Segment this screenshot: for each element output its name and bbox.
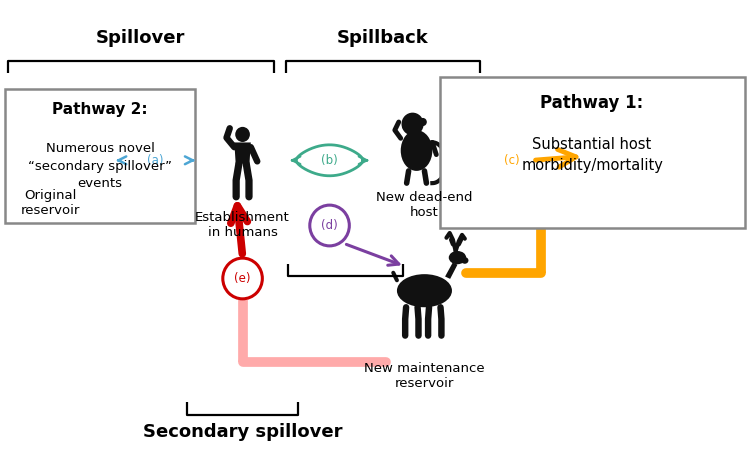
Text: New dead-end
host: New dead-end host bbox=[376, 191, 473, 219]
Text: (d): (d) bbox=[321, 219, 338, 232]
Polygon shape bbox=[234, 143, 251, 164]
Circle shape bbox=[81, 142, 84, 146]
Text: (b): (b) bbox=[321, 154, 338, 167]
Text: Pathway 1:: Pathway 1: bbox=[541, 94, 644, 112]
Text: Spillover: Spillover bbox=[96, 29, 185, 47]
Circle shape bbox=[419, 118, 427, 126]
FancyBboxPatch shape bbox=[440, 77, 745, 228]
Ellipse shape bbox=[403, 123, 411, 130]
Text: (a): (a) bbox=[147, 154, 164, 167]
Circle shape bbox=[402, 113, 424, 135]
Text: (c): (c) bbox=[504, 154, 520, 167]
Circle shape bbox=[621, 139, 642, 161]
Ellipse shape bbox=[449, 251, 466, 264]
Ellipse shape bbox=[461, 257, 468, 264]
FancyBboxPatch shape bbox=[5, 88, 195, 223]
Polygon shape bbox=[634, 135, 639, 142]
Text: New maintenance
reservoir: New maintenance reservoir bbox=[364, 362, 485, 390]
Text: Spillback: Spillback bbox=[336, 29, 428, 47]
Text: Numerous novel
“secondary spillover”
events: Numerous novel “secondary spillover” eve… bbox=[28, 142, 172, 190]
Text: Establishment
in humans: Establishment in humans bbox=[195, 211, 290, 239]
Polygon shape bbox=[445, 262, 458, 279]
Text: Substantial host
morbidity/mortality: Substantial host morbidity/mortality bbox=[521, 137, 663, 173]
Text: Pathway 2:: Pathway 2: bbox=[53, 102, 148, 117]
Ellipse shape bbox=[594, 143, 635, 170]
Ellipse shape bbox=[397, 274, 452, 307]
Ellipse shape bbox=[400, 130, 432, 171]
Ellipse shape bbox=[61, 134, 83, 153]
Circle shape bbox=[235, 127, 250, 142]
Ellipse shape bbox=[23, 133, 78, 159]
Text: Secondary spillover: Secondary spillover bbox=[143, 423, 342, 441]
Ellipse shape bbox=[67, 130, 75, 138]
Text: (e): (e) bbox=[234, 272, 251, 285]
Text: Original
reservoir: Original reservoir bbox=[20, 189, 80, 217]
Polygon shape bbox=[627, 133, 634, 141]
